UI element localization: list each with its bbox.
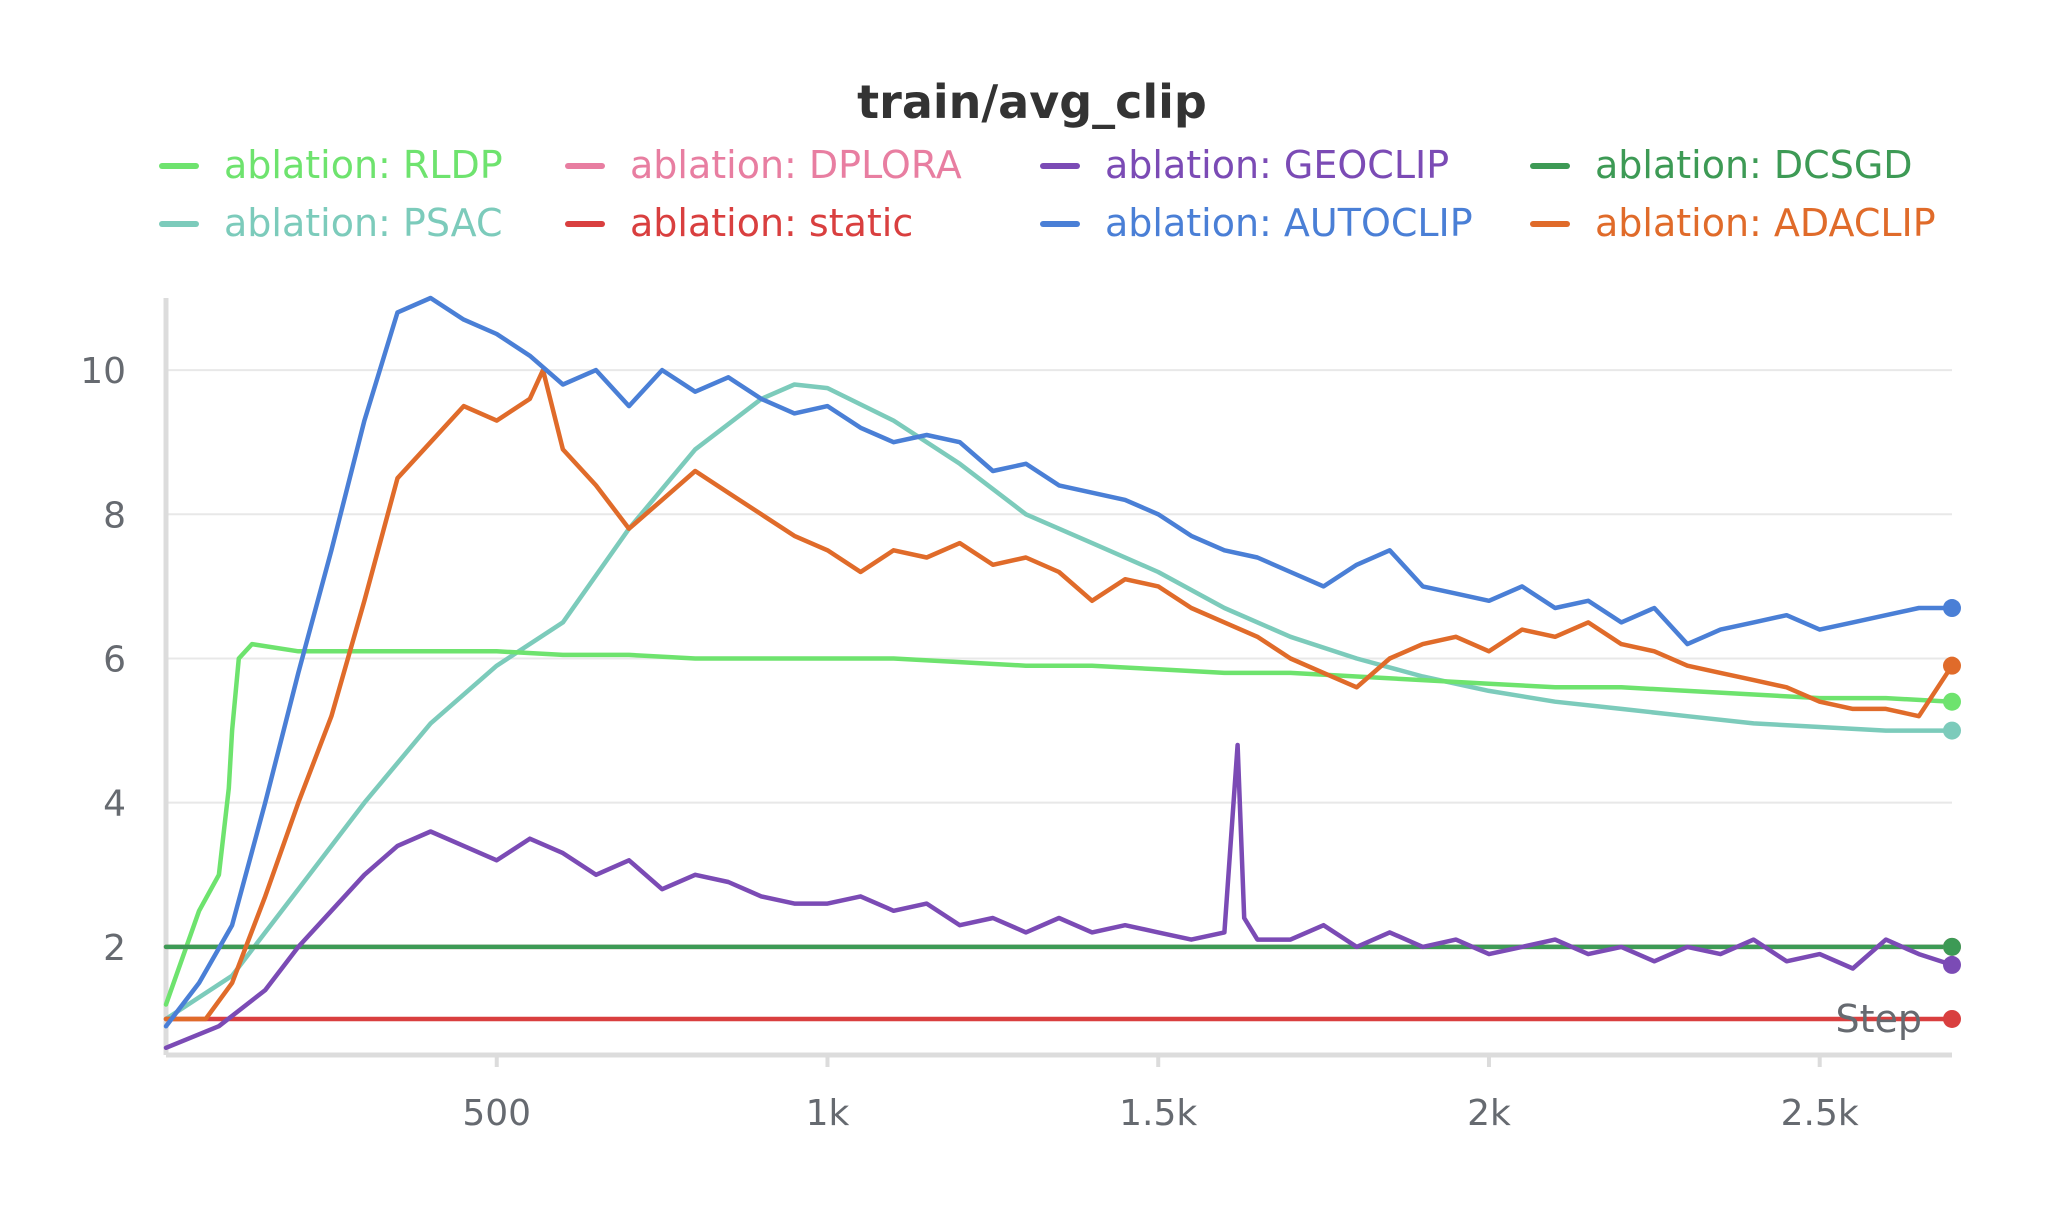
- y-tick-label: 4: [103, 784, 126, 825]
- series-endpoints: [1943, 599, 1961, 1028]
- legend-item-ablation-dcsgd[interactable]: ablation: DCSGD: [1530, 143, 1913, 187]
- series-line-ablation-autoclip: [163, 295, 1955, 1029]
- x-tick-labels: 500 1k 1.5k 2k 2.5k: [462, 1055, 1859, 1134]
- legend-label: ablation: GEOCLIP: [1105, 143, 1449, 187]
- endpoint-ablation-dcsgd: [1943, 937, 1961, 956]
- endpoint-ablation-static: [1943, 1009, 1961, 1028]
- y-tick-label: 8: [103, 495, 126, 536]
- axes: [163, 298, 1952, 1058]
- legend-label: ablation: DCSGD: [1595, 143, 1913, 187]
- endpoint-ablation-rldp: [1943, 692, 1961, 711]
- endpoint-ablation-adaclip: [1943, 656, 1961, 675]
- endpoint-ablation-psac: [1943, 721, 1961, 740]
- legend-label: ablation: ADACLIP: [1595, 201, 1936, 245]
- series-line-ablation-psac: [163, 382, 1955, 1022]
- x-tick-label: 500: [462, 1093, 531, 1134]
- y-tick-labels: 2 4 6 8 10: [80, 351, 126, 969]
- endpoint-ablation-geoclip: [1943, 955, 1961, 974]
- chart-title: train/avg_clip: [857, 75, 1207, 129]
- legend-item-ablation-adaclip[interactable]: ablation: ADACLIP: [1530, 201, 1936, 245]
- grid-lines: [166, 369, 1952, 948]
- legend-label: ablation: DPLORA: [630, 143, 962, 187]
- legend-item-ablation-dplora[interactable]: ablation: DPLORA: [565, 143, 962, 187]
- x-axis-label: Step: [1835, 997, 1922, 1041]
- chart-legend: ablation: RLDP ablation: DPLORA ablation: …: [159, 143, 1936, 245]
- x-tick-label: 2.5k: [1781, 1093, 1859, 1134]
- legend-label: ablation: AUTOCLIP: [1105, 201, 1473, 245]
- legend-item-ablation-rldp[interactable]: ablation: RLDP: [159, 143, 503, 187]
- legend-label: ablation: PSAC: [224, 201, 503, 245]
- x-tick-label: 1.5k: [1119, 1093, 1197, 1134]
- y-tick-label: 10: [80, 351, 126, 392]
- x-tick-label: 1k: [806, 1093, 850, 1134]
- legend-label: ablation: RLDP: [224, 143, 503, 187]
- x-tick-label: 2k: [1467, 1093, 1511, 1134]
- legend-item-ablation-psac[interactable]: ablation: PSAC: [159, 201, 503, 245]
- legend-label: ablation: static: [630, 201, 913, 245]
- legend-item-ablation-geoclip[interactable]: ablation: GEOCLIP: [1040, 143, 1449, 187]
- series-lines: [163, 295, 1955, 1051]
- series-line-ablation-adaclip: [163, 367, 1955, 1022]
- legend-item-ablation-autoclip[interactable]: ablation: AUTOCLIP: [1040, 201, 1473, 245]
- y-tick-label: 6: [103, 639, 126, 680]
- legend-item-ablation-static[interactable]: ablation: static: [565, 201, 913, 245]
- endpoint-ablation-autoclip: [1943, 599, 1961, 618]
- series-line-ablation-geoclip: [163, 742, 1955, 1051]
- y-tick-label: 2: [103, 928, 126, 969]
- series-line-ablation-rldp: [163, 641, 1955, 1007]
